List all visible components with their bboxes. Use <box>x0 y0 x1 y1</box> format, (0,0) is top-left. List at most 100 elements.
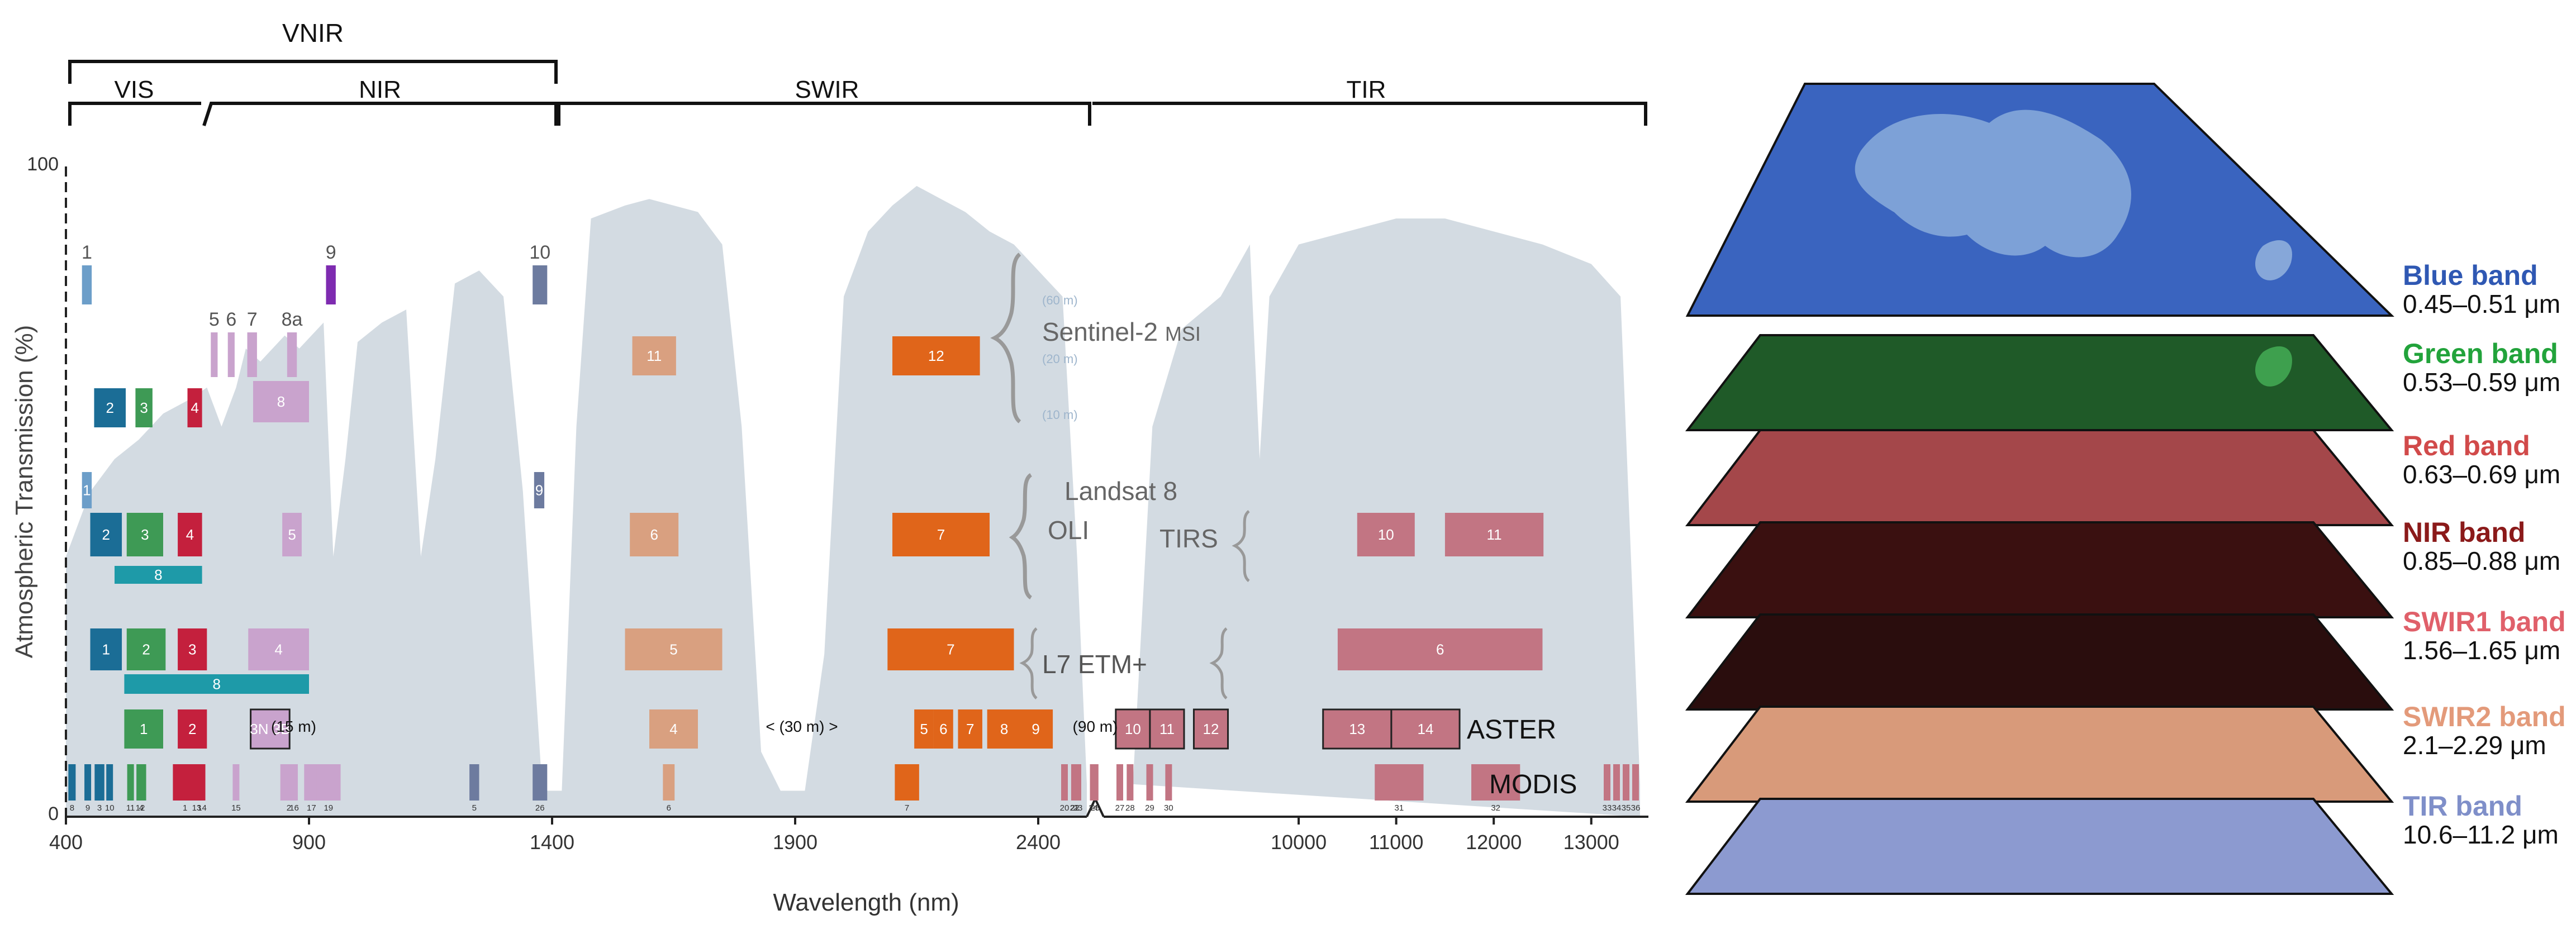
band-sentinel-2-7 <box>247 332 257 377</box>
band-label: 11 <box>1159 721 1175 737</box>
band-modis-10 <box>106 764 113 801</box>
tirs-label: TIRS <box>1159 524 1218 553</box>
band-landsat-8-4 <box>178 513 202 556</box>
layer-red-band <box>1685 429 2394 526</box>
band-aster-2 <box>178 709 207 749</box>
region-label-vis: VIS <box>115 76 154 103</box>
band-sentinel-2-11 <box>632 336 676 375</box>
transmission-curve-vnir-swir <box>66 185 1087 817</box>
swir-bracket <box>557 102 1091 126</box>
band-label: 23 <box>1073 803 1083 813</box>
band-label: 1 <box>82 242 92 263</box>
band-label: 7 <box>247 309 258 330</box>
etm-brace-right <box>1209 627 1228 699</box>
layer-name: Green band <box>2403 338 2558 369</box>
layer-name: Blue band <box>2403 260 2538 291</box>
band-modis-31 <box>1375 764 1424 801</box>
band-landsat-8-10 <box>1357 513 1415 556</box>
ytick-0: 0 <box>48 803 59 825</box>
band-label: 2 <box>287 803 291 813</box>
band-label: 3N 3B <box>250 721 290 737</box>
band-label: 31 <box>1395 803 1404 813</box>
band-label: 8 <box>154 566 162 583</box>
band-modis-33 <box>1604 764 1610 801</box>
region-label-vnir: VNIR <box>282 18 344 47</box>
band-label: 21 <box>1070 803 1080 813</box>
band-l7-etm--7 <box>887 628 1014 670</box>
vnir-bracket <box>68 60 558 84</box>
band-label: 9 <box>85 803 90 813</box>
region-label-swir: SWIR <box>795 76 859 103</box>
band-landsat-8-5 <box>282 513 302 556</box>
band-aster-10 <box>1115 708 1151 750</box>
region-label-nir: NIR <box>359 76 401 103</box>
band-label: 4 <box>139 803 144 813</box>
band-modis-27 <box>1116 764 1123 801</box>
band-aster-3N3B <box>250 708 291 750</box>
band-label: 10 <box>1378 526 1394 543</box>
etm-label: L7 ETM+ <box>1042 650 1147 679</box>
band-label: 33 <box>1603 803 1612 813</box>
band-label: 8 <box>212 676 220 693</box>
band-sentinel-2-3 <box>135 388 153 427</box>
x-tick-labels: 400 900 1400 1900 2400 10000 11000 12000 13000 <box>49 817 1619 854</box>
band-modis-20 <box>1061 764 1068 801</box>
band-aster-6 <box>933 709 953 749</box>
band-sentinel-2-4 <box>187 388 202 427</box>
band-landsat-8-6 <box>630 513 679 556</box>
band-label: 5 <box>209 309 220 330</box>
band-label: 4 <box>669 721 677 737</box>
band-sentinel-2-5 <box>211 332 218 377</box>
tirs-brace <box>1232 510 1250 582</box>
nir-bracket <box>202 102 558 126</box>
band-label: 2 <box>188 721 196 737</box>
band-modis-14 <box>198 764 206 801</box>
band-label: 1 <box>83 482 91 499</box>
band-label: 3 <box>140 399 148 416</box>
band-landsat-8-1 <box>82 472 92 508</box>
band-label: 29 <box>1145 803 1154 813</box>
band-modis-1 <box>173 764 197 801</box>
x-tick-label: 13000 <box>1563 831 1619 854</box>
aster-30m: < (30 m) > <box>766 718 838 735</box>
band-label: 9 <box>1032 721 1039 737</box>
x-tick-label: 11000 <box>1369 831 1423 854</box>
band-modis-4 <box>136 764 146 801</box>
band-aster-11 <box>1149 708 1185 750</box>
band-sentinel-2-2 <box>94 388 126 427</box>
layer-name: TIR band <box>2403 790 2522 822</box>
layer-name: SWIR1 band <box>2403 606 2566 637</box>
layer-name: Red band <box>2403 430 2530 461</box>
landsat-label: Landsat 8 <box>1064 477 1177 506</box>
band-label: 4 <box>186 526 194 543</box>
aster-90m: (90 m) <box>1073 718 1118 735</box>
x-tick-label: 1400 <box>530 831 574 854</box>
band-modis-26 <box>533 764 548 801</box>
layer-range: 10.6–11.2 μm <box>2403 820 2559 849</box>
layer-nir-band <box>1685 521 2394 618</box>
band-label: 2 <box>142 641 150 658</box>
band-modis-16 <box>290 764 298 801</box>
band-label: 10 <box>529 242 550 263</box>
band-label: 2 <box>102 526 110 543</box>
band-modis-7 <box>895 764 919 801</box>
band-landsat-8-3 <box>126 513 163 556</box>
australia-landmass <box>1855 109 2131 258</box>
band-aster-7 <box>958 709 982 749</box>
band-aster-12 <box>1192 708 1229 750</box>
band-aster-13 <box>1322 708 1392 750</box>
x-axis-label: Wavelength (nm) <box>773 889 959 916</box>
band-modis-35 <box>1623 764 1629 801</box>
new-zealand-landmass <box>2255 240 2292 280</box>
band-label: 32 <box>1491 803 1500 813</box>
band-label: 11 <box>1487 526 1502 543</box>
band-label: 1 <box>140 721 148 737</box>
band-l7-etm--4 <box>248 628 309 670</box>
layer-swir1-band <box>1685 613 2394 711</box>
band-label: 19 <box>324 803 333 813</box>
band-label: 6 <box>667 803 671 813</box>
layer-range: 1.56–1.65 μm <box>2403 636 2560 665</box>
band-sentinel-2-8 <box>253 381 309 422</box>
band-aster-14 <box>1390 708 1461 750</box>
